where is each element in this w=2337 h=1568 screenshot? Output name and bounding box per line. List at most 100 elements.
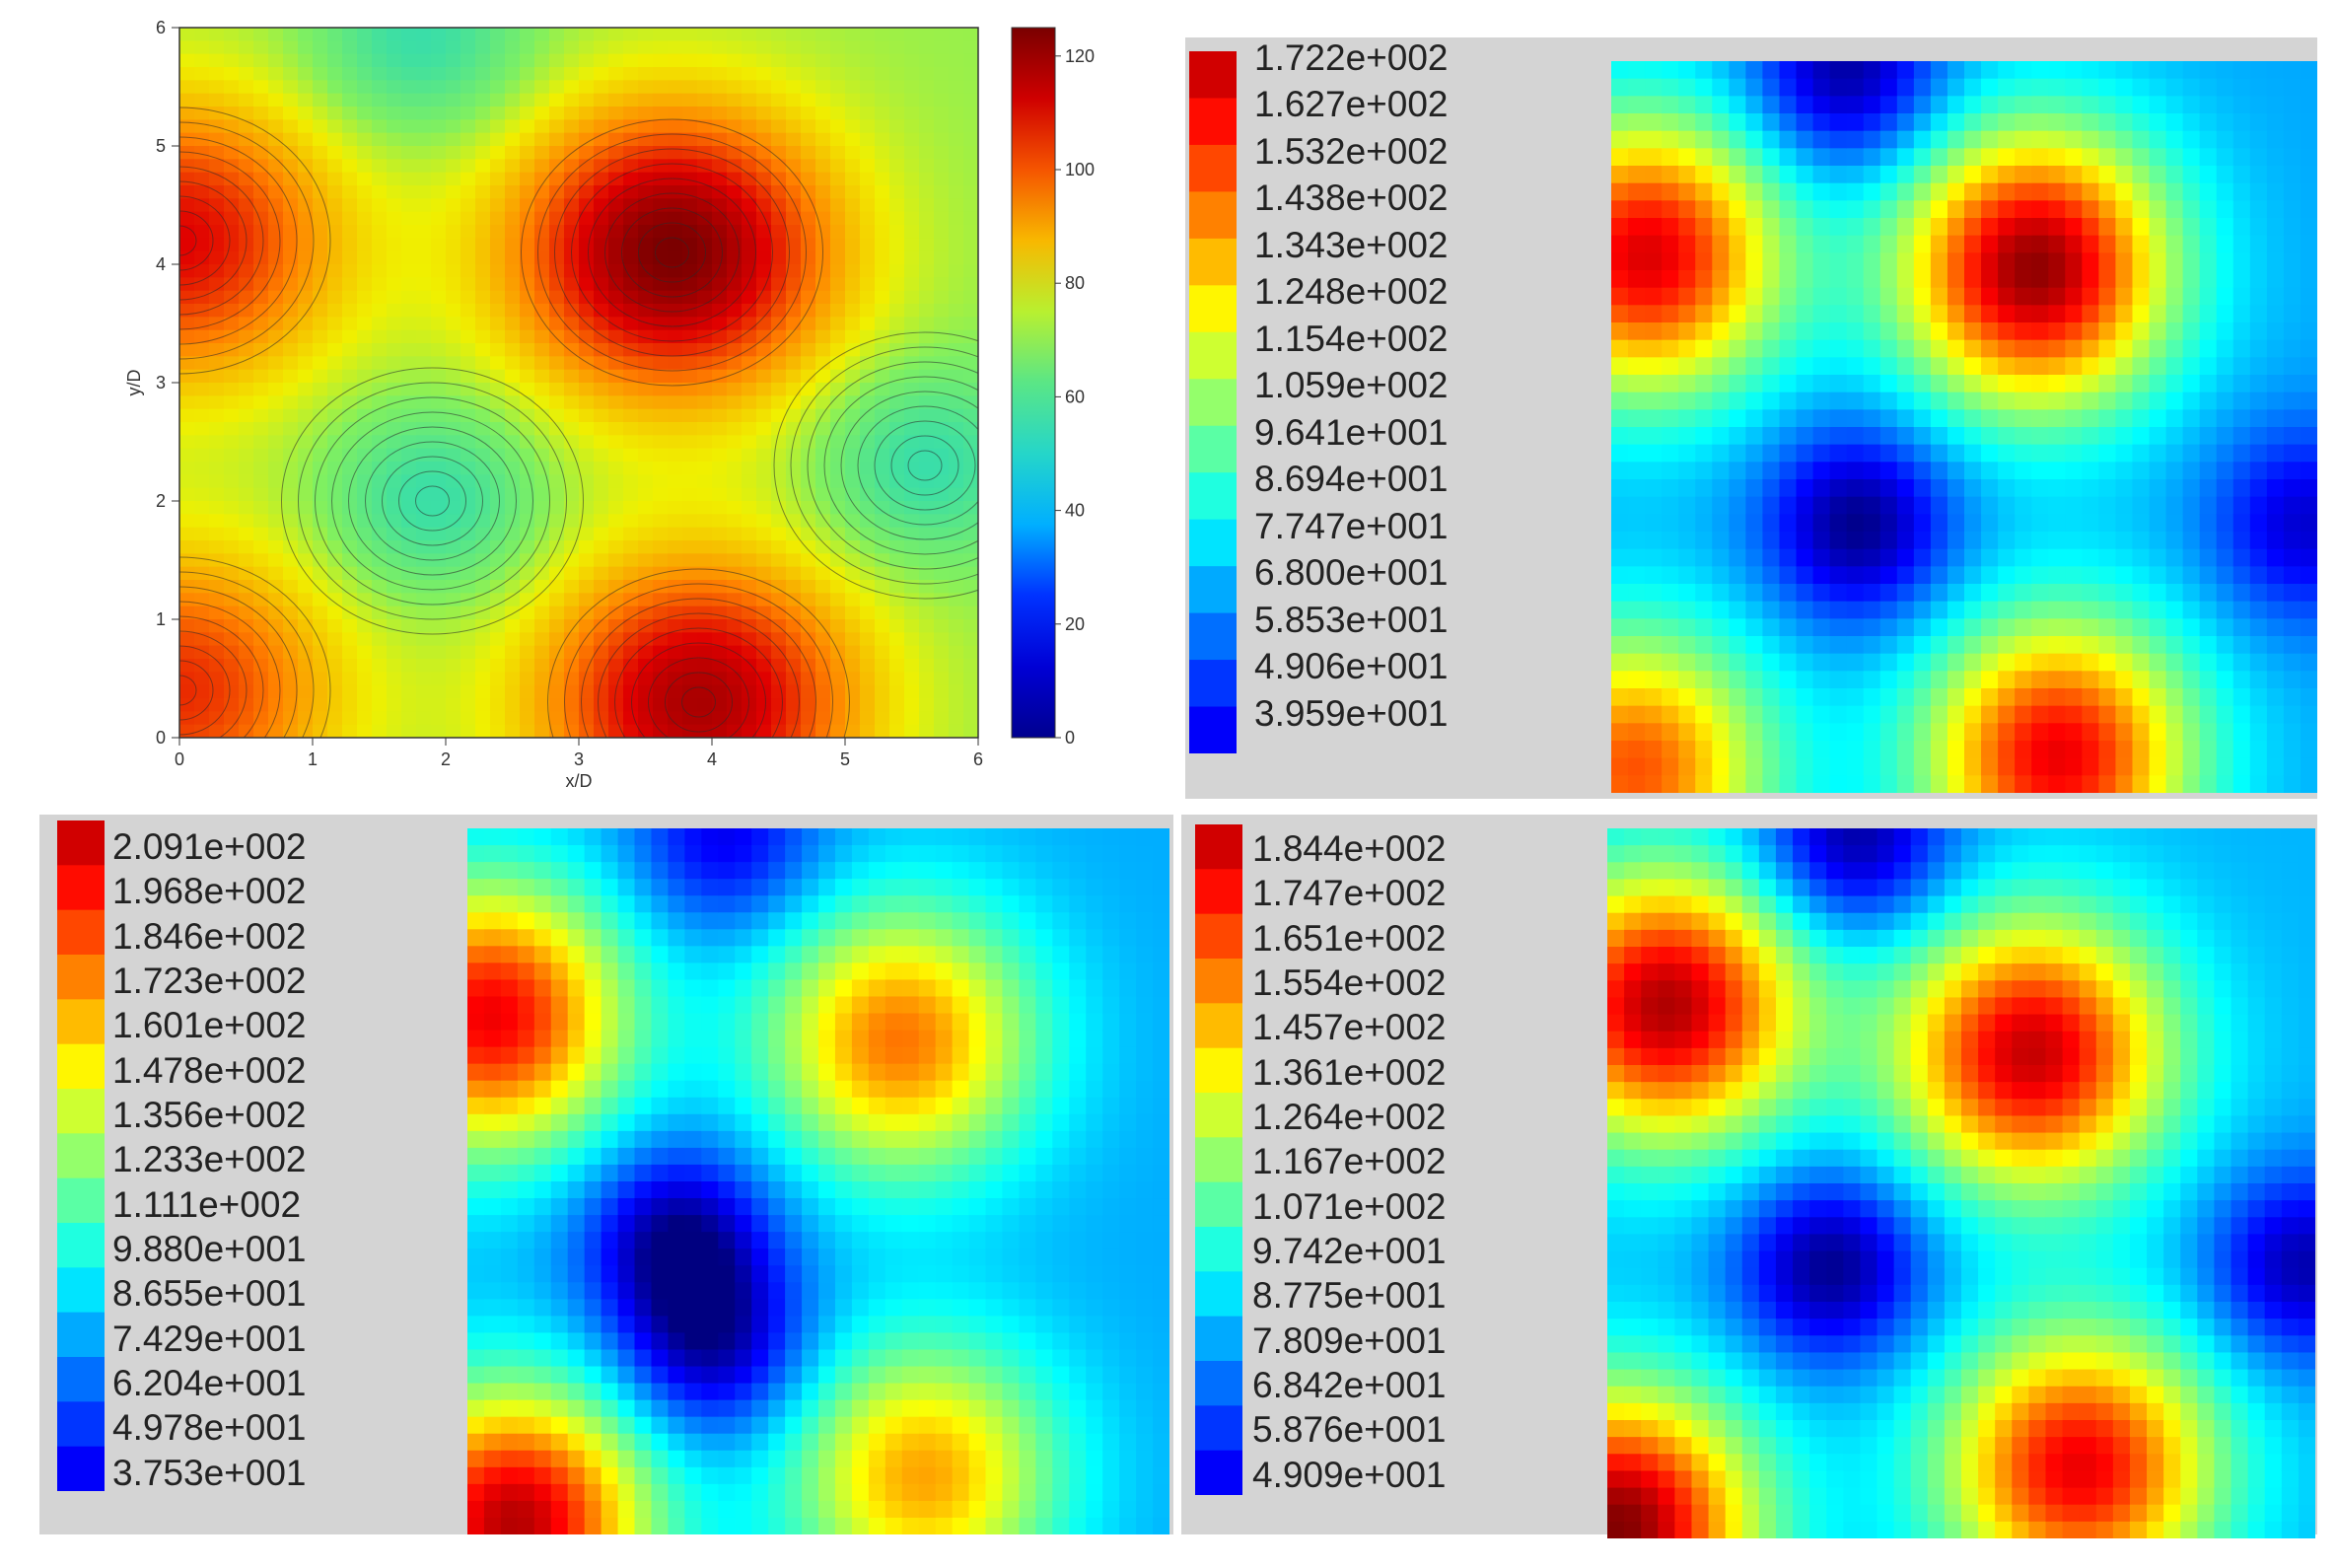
field-cell: [1712, 548, 1730, 567]
field-cell: [1964, 130, 1982, 149]
contour-cell: [904, 304, 920, 318]
contour-cell: [668, 198, 683, 213]
contour-cell: [682, 317, 698, 331]
field-cell: [2199, 496, 2218, 515]
contour-cell: [520, 185, 535, 199]
contour-cell: [387, 474, 402, 489]
contour-cell: [460, 198, 476, 213]
contour-cell: [475, 487, 491, 502]
contour-cell: [194, 80, 210, 95]
contour-cell: [431, 317, 447, 331]
contour-cell: [934, 290, 950, 305]
contour-cell: [298, 698, 314, 712]
field-cell: [2232, 427, 2251, 446]
field-cell: [1645, 130, 1663, 149]
field-cell: [2199, 757, 2218, 776]
contour-cell: [564, 580, 580, 594]
contour-cell: [298, 198, 314, 213]
contour-cell: [209, 698, 225, 712]
contour-cell: [830, 317, 846, 331]
contour-cell: [579, 711, 595, 726]
contour-cell: [742, 593, 757, 607]
field-cell: [1981, 584, 1999, 603]
contour-cell: [490, 198, 506, 213]
field-cell: [1998, 218, 2016, 237]
field-cell: [2266, 496, 2285, 515]
contour-cell: [875, 198, 890, 213]
field-cell: [1762, 548, 1781, 567]
contour-cell: [845, 593, 861, 607]
contour-cell: [949, 672, 964, 686]
contour-cell: [342, 645, 358, 660]
field-cell: [1998, 584, 2016, 603]
contour-cell: [534, 698, 550, 712]
contour-cell: [963, 619, 978, 633]
contour-cell: [756, 540, 772, 554]
field-cell: [1998, 78, 2016, 97]
contour-cell: [815, 356, 831, 371]
contour-cell: [534, 435, 550, 450]
contour-cell: [209, 356, 225, 371]
contour-cell: [845, 28, 861, 41]
contour-cell: [357, 369, 373, 384]
contour-cell: [505, 356, 521, 371]
field-cell: [2199, 392, 2218, 410]
contour-cell: [963, 408, 978, 423]
field-cell: [500, 1215, 519, 1233]
contour-cell: [431, 185, 447, 199]
field-cell: [1981, 218, 1999, 237]
contour-cell: [801, 619, 816, 633]
contour-cell: [446, 672, 461, 686]
contour-cell: [446, 172, 461, 186]
field-cell: [2165, 218, 2184, 237]
field-cell: [1628, 723, 1646, 742]
field-cell: [2165, 775, 2184, 793]
contour-cell: [668, 264, 683, 278]
field-cell: [483, 1366, 502, 1385]
contour-cell: [431, 198, 447, 213]
contour-cell: [608, 80, 624, 95]
field-cell: [2283, 496, 2302, 515]
field-cell: [1981, 322, 1999, 341]
contour-cell: [949, 225, 964, 239]
field-cell: [1930, 235, 1948, 253]
field-cell: [483, 929, 502, 947]
contour-cell: [830, 619, 846, 633]
contour-cell: [564, 462, 580, 475]
contour-cell: [431, 107, 447, 120]
contour-cell: [446, 250, 461, 265]
contour-cell: [224, 185, 240, 199]
contour-cell: [224, 304, 240, 318]
contour-cell: [638, 580, 654, 594]
y-tick-label: 0: [156, 728, 166, 748]
contour-cell: [327, 250, 343, 265]
field-cell: [2132, 427, 2151, 446]
field-cell: [2149, 584, 2167, 603]
field-cell: [1930, 566, 1948, 585]
contour-cell: [830, 698, 846, 712]
field-cell: [2249, 270, 2268, 289]
field-cell: [1762, 78, 1781, 97]
contour-cell: [579, 80, 595, 95]
contour-cell: [875, 225, 890, 239]
contour-cell: [268, 53, 284, 68]
contour-cell: [401, 277, 417, 292]
field-cell: [2082, 96, 2099, 114]
field-cell: [1712, 218, 1730, 237]
field-cell: [2216, 130, 2234, 149]
contour-cell: [534, 198, 550, 213]
simulation-field-2: [467, 828, 1169, 1534]
contour-cell: [505, 28, 521, 41]
contour-cell: [298, 185, 314, 199]
contour-cell: [194, 225, 210, 239]
contour-cell: [253, 448, 269, 463]
contour-cell: [786, 356, 802, 371]
field-cell: [2065, 96, 2083, 114]
field-cell: [1628, 148, 1646, 167]
field-cell: [2065, 322, 2083, 341]
field-cell: [467, 1080, 485, 1099]
field-cell: [500, 862, 519, 880]
field-cell: [2216, 322, 2234, 341]
contour-cell: [268, 317, 284, 331]
field-cell: [1896, 166, 1915, 184]
